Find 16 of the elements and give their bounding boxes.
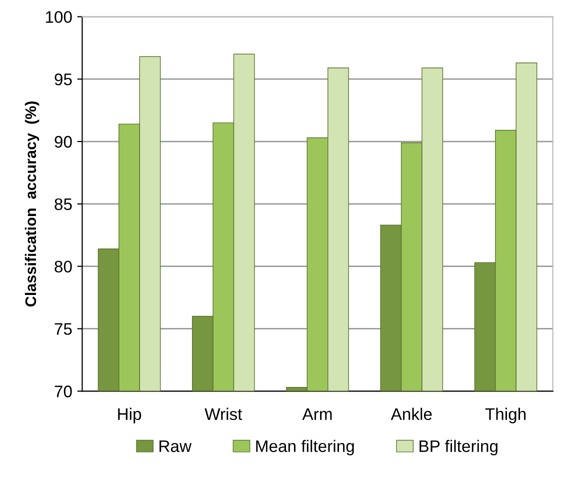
x-tick-label: Arm bbox=[302, 408, 332, 420]
x-tick-label: Thigh bbox=[485, 408, 526, 424]
x-tick-label: Ankle bbox=[390, 408, 432, 420]
legend-label: Mean filtering bbox=[256, 440, 354, 456]
y-tick-label: 80 bbox=[54, 260, 72, 273]
legend-label: Raw bbox=[160, 440, 192, 452]
y-tick-label: 75 bbox=[54, 323, 72, 335]
legend-label: BP filtering bbox=[420, 440, 498, 456]
x-tick-label: Wrist bbox=[204, 408, 242, 420]
y-tick-label: 100 bbox=[46, 11, 72, 23]
y-axis-title: Classification accuracy (%) bbox=[24, 102, 40, 306]
y-tick-label: 95 bbox=[54, 74, 72, 86]
y-tick-label: 70 bbox=[54, 386, 72, 398]
y-tick-label: 90 bbox=[54, 136, 72, 148]
y-tick-label: 85 bbox=[54, 198, 72, 210]
x-tick-label: Hip bbox=[118, 408, 142, 424]
